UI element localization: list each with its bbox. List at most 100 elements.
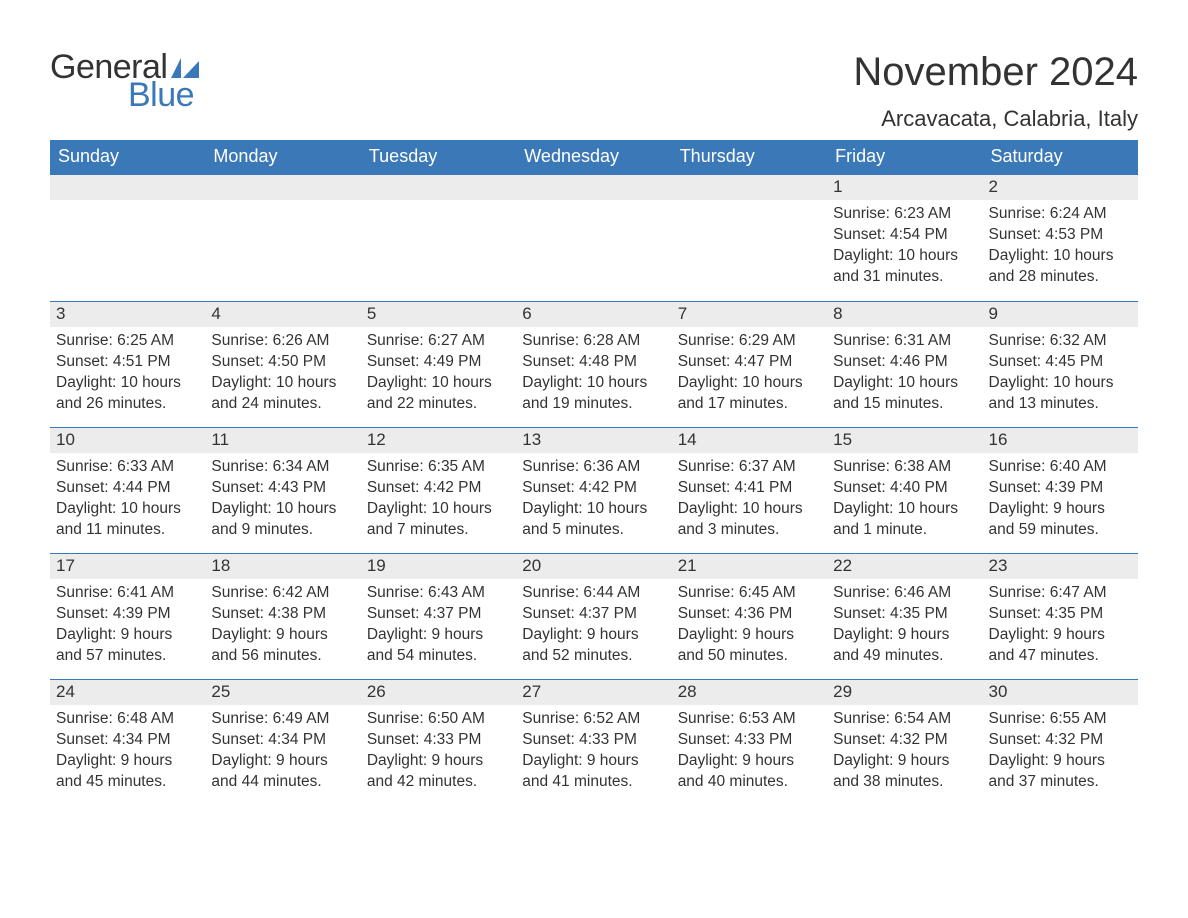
daylight-text: Daylight: 9 hours <box>56 625 199 646</box>
day-cell: 25Sunrise: 6:49 AMSunset: 4:34 PMDayligh… <box>205 680 360 805</box>
daylight-text: and 50 minutes. <box>678 646 821 667</box>
day-number: 24 <box>50 680 205 705</box>
daylight-text: and 40 minutes. <box>678 772 821 793</box>
day-number: 27 <box>516 680 671 705</box>
daylight-text: and 17 minutes. <box>678 394 821 415</box>
day-number: 30 <box>983 680 1138 705</box>
sunset-text: Sunset: 4:33 PM <box>678 730 821 751</box>
day-body: Sunrise: 6:42 AMSunset: 4:38 PMDaylight:… <box>205 579 360 675</box>
sunrise-text: Sunrise: 6:29 AM <box>678 331 821 352</box>
sunset-text: Sunset: 4:39 PM <box>56 604 199 625</box>
daylight-text: Daylight: 9 hours <box>989 625 1132 646</box>
day-body <box>361 200 516 212</box>
day-cell: 23Sunrise: 6:47 AMSunset: 4:35 PMDayligh… <box>983 554 1138 679</box>
day-body: Sunrise: 6:53 AMSunset: 4:33 PMDaylight:… <box>672 705 827 801</box>
sunset-text: Sunset: 4:42 PM <box>522 478 665 499</box>
day-number: 2 <box>983 175 1138 200</box>
day-cell: 29Sunrise: 6:54 AMSunset: 4:32 PMDayligh… <box>827 680 982 805</box>
day-body: Sunrise: 6:35 AMSunset: 4:42 PMDaylight:… <box>361 453 516 549</box>
daylight-text: and 7 minutes. <box>367 520 510 541</box>
day-body <box>205 200 360 212</box>
daylight-text: Daylight: 10 hours <box>522 499 665 520</box>
daylight-text: and 28 minutes. <box>989 267 1132 288</box>
day-number: 18 <box>205 554 360 579</box>
sunset-text: Sunset: 4:54 PM <box>833 225 976 246</box>
calendar: SundayMondayTuesdayWednesdayThursdayFrid… <box>50 140 1138 805</box>
sunrise-text: Sunrise: 6:35 AM <box>367 457 510 478</box>
day-number: 9 <box>983 302 1138 327</box>
day-cell: 27Sunrise: 6:52 AMSunset: 4:33 PMDayligh… <box>516 680 671 805</box>
page: General Blue November 2024 Arcavacata, C… <box>0 0 1188 835</box>
daylight-text: Daylight: 9 hours <box>678 625 821 646</box>
location-text: Arcavacata, Calabria, Italy <box>853 106 1138 132</box>
day-cell: 20Sunrise: 6:44 AMSunset: 4:37 PMDayligh… <box>516 554 671 679</box>
day-cell: 13 Sunrise: 6:36 AMSunset: 4:42 PMDayligh… <box>516 428 671 553</box>
sunrise-text: Sunrise: 6:26 AM <box>211 331 354 352</box>
daylight-text: and 54 minutes. <box>367 646 510 667</box>
sunrise-text: Sunrise: 6:33 AM <box>56 457 199 478</box>
sunrise-text: Sunrise: 6:47 AM <box>989 583 1132 604</box>
day-number: 29 <box>827 680 982 705</box>
daylight-text: and 41 minutes. <box>522 772 665 793</box>
day-number: 12 <box>361 428 516 453</box>
daylight-text: and 37 minutes. <box>989 772 1132 793</box>
sunset-text: Sunset: 4:33 PM <box>367 730 510 751</box>
sunrise-text: Sunrise: 6:38 AM <box>833 457 976 478</box>
daylight-text: Daylight: 10 hours <box>211 499 354 520</box>
day-body: Sunrise: 6:33 AMSunset: 4:44 PMDaylight:… <box>50 453 205 549</box>
daylight-text: and 13 minutes. <box>989 394 1132 415</box>
day-body: Sunrise: 6:44 AMSunset: 4:37 PMDaylight:… <box>516 579 671 675</box>
sunset-text: Sunset: 4:32 PM <box>989 730 1132 751</box>
daylight-text: and 56 minutes. <box>211 646 354 667</box>
sunrise-text: Sunrise: 6:36 AM <box>522 457 665 478</box>
day-body: Sunrise: 6:32 AMSunset: 4:45 PMDaylight:… <box>983 327 1138 423</box>
day-cell: 21Sunrise: 6:45 AMSunset: 4:36 PMDayligh… <box>672 554 827 679</box>
day-cell: 9Sunrise: 6:32 AMSunset: 4:45 PMDaylight… <box>983 302 1138 427</box>
daylight-text: Daylight: 10 hours <box>678 373 821 394</box>
day-body: Sunrise: 6:52 AMSunset: 4:33 PMDaylight:… <box>516 705 671 801</box>
sunrise-text: Sunrise: 6:23 AM <box>833 204 976 225</box>
daylight-text: and 49 minutes. <box>833 646 976 667</box>
sunrise-text: Sunrise: 6:53 AM <box>678 709 821 730</box>
daylight-text: Daylight: 10 hours <box>833 373 976 394</box>
sunset-text: Sunset: 4:43 PM <box>211 478 354 499</box>
day-body: Sunrise: 6:37 AMSunset: 4:41 PMDaylight:… <box>672 453 827 549</box>
day-number: 26 <box>361 680 516 705</box>
sunrise-text: Sunrise: 6:43 AM <box>367 583 510 604</box>
day-body: Sunrise: 6:48 AMSunset: 4:34 PMDaylight:… <box>50 705 205 801</box>
daylight-text: Daylight: 10 hours <box>367 373 510 394</box>
day-number: 8 <box>827 302 982 327</box>
sunset-text: Sunset: 4:47 PM <box>678 352 821 373</box>
header: General Blue November 2024 Arcavacata, C… <box>50 50 1138 132</box>
day-number: 15 <box>827 428 982 453</box>
daylight-text: and 3 minutes. <box>678 520 821 541</box>
sunset-text: Sunset: 4:42 PM <box>367 478 510 499</box>
daylight-text: and 5 minutes. <box>522 520 665 541</box>
weekday-header-row: SundayMondayTuesdayWednesdayThursdayFrid… <box>50 140 1138 175</box>
daylight-text: Daylight: 10 hours <box>989 246 1132 267</box>
sunset-text: Sunset: 4:37 PM <box>522 604 665 625</box>
day-number: 13 <box>516 428 671 453</box>
daylight-text: and 52 minutes. <box>522 646 665 667</box>
day-number: 20 <box>516 554 671 579</box>
daylight-text: Daylight: 9 hours <box>678 751 821 772</box>
daylight-text: Daylight: 10 hours <box>833 499 976 520</box>
day-number: 22 <box>827 554 982 579</box>
sunrise-text: Sunrise: 6:48 AM <box>56 709 199 730</box>
sunrise-text: Sunrise: 6:37 AM <box>678 457 821 478</box>
sunrise-text: Sunrise: 6:49 AM <box>211 709 354 730</box>
day-number: 16 <box>983 428 1138 453</box>
daylight-text: and 9 minutes. <box>211 520 354 541</box>
day-cell: 17Sunrise: 6:41 AMSunset: 4:39 PMDayligh… <box>50 554 205 679</box>
sunrise-text: Sunrise: 6:45 AM <box>678 583 821 604</box>
daylight-text: Daylight: 9 hours <box>989 751 1132 772</box>
brand-logo: General Blue <box>50 50 199 112</box>
daylight-text: and 31 minutes. <box>833 267 976 288</box>
day-cell: 2Sunrise: 6:24 AMSunset: 4:53 PMDaylight… <box>983 175 1138 301</box>
day-body <box>672 200 827 212</box>
sunrise-text: Sunrise: 6:44 AM <box>522 583 665 604</box>
sunrise-text: Sunrise: 6:24 AM <box>989 204 1132 225</box>
day-body: Sunrise: 6:54 AMSunset: 4:32 PMDaylight:… <box>827 705 982 801</box>
daylight-text: Daylight: 9 hours <box>522 751 665 772</box>
daylight-text: Daylight: 10 hours <box>56 499 199 520</box>
